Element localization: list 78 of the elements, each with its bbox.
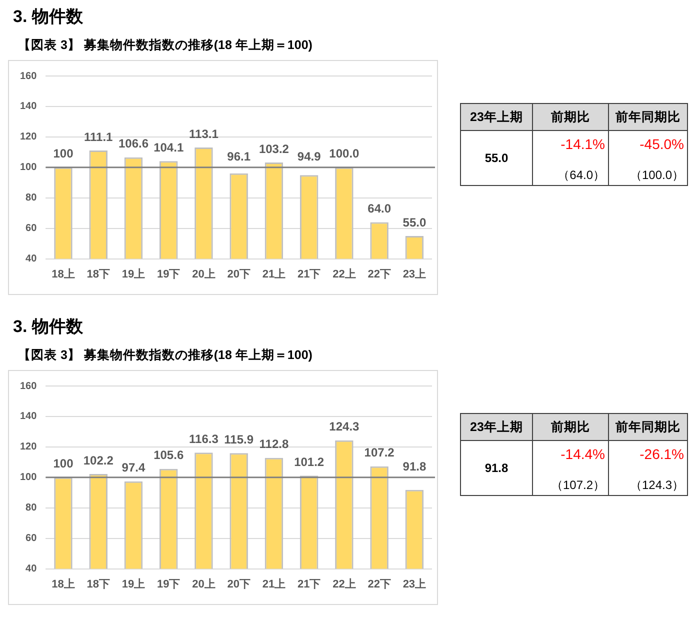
data-label: 112.8: [259, 437, 289, 452]
x-tick-label: 21下: [297, 578, 321, 590]
text: （64.0）: [556, 167, 606, 183]
text: 23年上期: [460, 104, 532, 130]
x-tick-label: 22上: [332, 267, 356, 280]
y-tick-label: 60: [26, 533, 38, 544]
x-tick-label: 18下: [86, 578, 110, 590]
x-tick-label: 18下: [86, 268, 110, 280]
x-tick-label: 21上: [262, 577, 286, 590]
y-tick-label: 80: [26, 192, 38, 204]
text: -14.4%: [560, 445, 606, 463]
data-label: 104.1: [154, 140, 184, 154]
x-tick-label: 23上: [402, 577, 426, 590]
y-tick-label: 40: [26, 254, 38, 265]
x-tick-label: 20下: [227, 578, 250, 590]
text: （124.3）: [628, 477, 685, 493]
y-tick-label: 160: [20, 70, 38, 82]
text: （100.0）: [628, 167, 685, 183]
chart-subtitle: 【図表 3】 募集物件数指数の推移(18 年上期＝100): [18, 347, 312, 363]
data-label: 107.2: [364, 446, 395, 460]
text: -14.1%: [560, 135, 606, 153]
chart-title: 3. 物件数: [13, 317, 83, 337]
x-tick-label: 23上: [402, 267, 426, 280]
data-label: 102.2: [83, 453, 114, 468]
y-tick-label: 100: [20, 162, 38, 174]
text: 前期比: [532, 104, 608, 130]
x-tick-label: 20下: [227, 268, 250, 280]
data-label: 100: [53, 146, 74, 161]
text: -45.0%: [638, 135, 685, 153]
x-tick-label: 20上: [192, 267, 216, 280]
y-tick-label: 100: [20, 472, 38, 484]
x-tick-label: 22下: [368, 268, 391, 280]
text: 前年同期比: [608, 414, 688, 440]
data-label: 106.6: [118, 136, 149, 151]
data-label: 103.2: [258, 142, 290, 156]
data-label: 96.1: [227, 150, 251, 164]
data-label: 100.0: [329, 146, 360, 161]
x-tick-label: 18上: [52, 577, 75, 590]
chart-subtitle: 【図表 3】 募集物件数指数の推移(18 年上期＝100): [18, 37, 312, 53]
y-tick-label: 120: [20, 132, 38, 143]
x-tick-label: 22下: [368, 578, 391, 590]
data-label: 105.6: [154, 448, 184, 462]
text: 23年上期: [460, 414, 532, 440]
data-label: 100: [53, 456, 74, 471]
chart-title: 3. 物件数: [13, 7, 83, 27]
data-label: 55.0: [402, 215, 426, 230]
x-tick-label: 19上: [122, 577, 146, 590]
data-label: 64.0: [368, 202, 392, 216]
data-label: 113.1: [189, 126, 219, 141]
x-tick-label: 19下: [156, 578, 180, 590]
y-tick-label: 160: [20, 380, 38, 392]
x-tick-label: 19下: [156, 268, 180, 280]
text: 前年同期比: [608, 104, 688, 130]
data-label: 94.9: [297, 150, 322, 164]
x-tick-label: 18上: [52, 267, 75, 280]
text: 55.0: [460, 130, 532, 186]
y-tick-label: 80: [26, 502, 38, 514]
y-tick-label: 140: [20, 411, 38, 422]
data-label: 97.4: [122, 460, 146, 475]
text: 91.8: [460, 440, 532, 496]
y-tick-label: 40: [26, 564, 38, 575]
x-tick-label: 21上: [262, 267, 286, 280]
data-label: 116.3: [189, 432, 219, 446]
x-tick-label: 20上: [192, 577, 216, 590]
data-label: 111.1: [84, 130, 114, 144]
x-tick-label: 19上: [122, 267, 146, 280]
data-label: 124.3: [329, 420, 360, 434]
data-label: 101.2: [294, 454, 324, 469]
text: 前期比: [532, 414, 608, 440]
y-tick-label: 60: [26, 223, 38, 234]
x-tick-label: 21下: [297, 268, 321, 280]
y-tick-label: 120: [20, 442, 38, 453]
text: （107.2）: [550, 477, 606, 493]
data-label: 115.9: [224, 432, 254, 446]
data-label: 91.8: [402, 460, 426, 474]
x-tick-label: 22上: [332, 577, 356, 590]
y-tick-label: 140: [20, 101, 38, 112]
text: -26.1%: [638, 445, 685, 463]
